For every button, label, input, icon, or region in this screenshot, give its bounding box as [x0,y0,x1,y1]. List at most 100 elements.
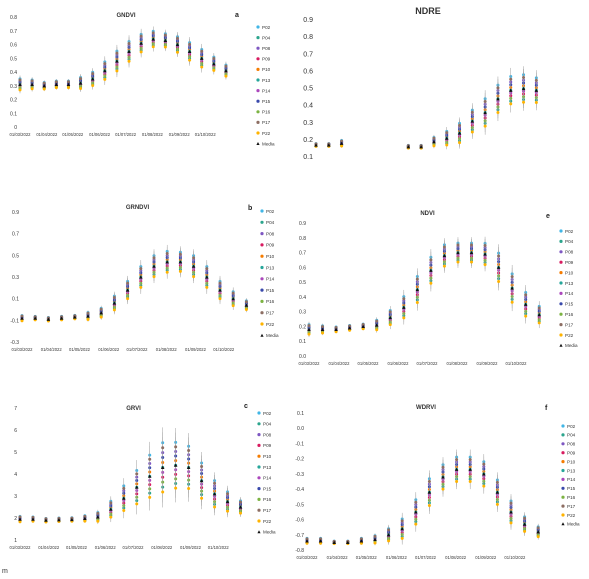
data-point-p17 [122,486,126,490]
data-point-media [468,467,472,471]
data-point-media [112,301,117,305]
y-tick-label: 0.2 [299,324,306,330]
data-point-media [115,59,119,63]
y-tick-label: -0.7 [295,533,304,539]
y-tick-label: -0.6 [295,518,304,524]
legend-marker [256,120,260,124]
y-tick-label: 0.1 [10,111,17,117]
y-tick-label: 0.7 [10,29,17,35]
legend-marker [561,522,565,526]
y-tick-label: 0.1 [297,411,304,417]
data-point-media [173,463,178,467]
y-tick-label: -0.5 [295,502,304,508]
data-point-p22 [375,328,379,332]
legend-label: P17 [263,508,272,513]
data-point-media [178,260,183,264]
x-tick-label: 01/05/2022 [356,555,378,560]
x-tick-label: 01/10/2022 [195,132,217,137]
legend-label: P14 [262,88,271,93]
data-point-media [456,250,460,255]
data-point-media [238,505,243,509]
data-point-p22 [112,308,116,312]
data-point-media [152,264,156,268]
data-point-p22 [470,130,474,134]
legend-marker [559,239,563,243]
data-point-p22 [86,317,90,321]
legend-marker [260,243,264,247]
y-tick-label: 0.7 [299,251,306,257]
data-point-media [90,77,95,81]
legend-label: P16 [266,299,275,304]
data-point-media [469,250,474,255]
data-point-p17 [83,514,87,518]
x-tick-label: 01/09/2022 [169,132,191,137]
legend-marker [561,486,565,490]
data-point-p22 [54,86,58,90]
legend-marker [256,110,260,114]
legend-label: P22 [567,513,576,518]
data-point-p22 [18,520,22,524]
x-tick-label: 01/08/2022 [445,555,467,560]
x-tick-label: 01/08/2022 [447,361,469,366]
data-point-p17 [510,275,514,279]
legend-label: P13 [567,468,576,473]
data-point-p17 [127,41,131,45]
legend-marker [561,424,565,428]
x-tick-label: 01/03/2022 [299,361,321,366]
legend-label: P09 [266,243,275,248]
chart-a: GNDVI a 0 0.1 0.2 0.3 0.4 0.5 0.6 0.7 0.8 01/03/202… [10,12,275,146]
data-point-media [205,275,209,279]
data-point-p22 [213,505,217,509]
data-point-media [429,268,433,272]
data-point-p17 [161,446,165,450]
legend-marker [559,343,563,347]
legend-marker [256,25,260,29]
data-point-media [359,539,364,543]
data-point-media [33,316,37,320]
x-tick-label: 01/04/2022 [36,132,58,137]
chart-c: GRVI c 1 2 3 4 5 6 7 01/03/2022 01/04/2022 01/05/20… [10,403,276,550]
data-point-p22 [205,285,209,289]
data-point-media [199,479,204,483]
panel-letter: e [546,213,550,220]
data-point-media [125,288,130,292]
data-point-media [482,472,486,476]
data-point-p22 [115,69,119,73]
legend-marker [257,433,261,437]
y-tick-label: 0.2 [303,137,313,144]
data-point-media [30,82,34,86]
x-tick-label: 01/10/2022 [208,545,230,550]
data-point-p17 [31,515,35,519]
y-tick-label: 7 [14,406,17,412]
legend-marker [260,333,264,337]
legend-marker [256,36,260,40]
x-tick-label: 01/03/2022 [10,132,32,137]
data-point-media [18,82,22,86]
data-point-p22 [458,141,462,145]
data-point-p17 [458,123,462,127]
data-point-media [186,465,191,469]
data-point-media [127,49,131,53]
data-point-p17 [200,49,204,53]
data-point-p17 [388,310,392,314]
data-point-p17 [432,136,436,140]
data-point-p22 [334,330,338,334]
data-point-p17 [231,291,235,295]
x-tick-label: 01/09/2022 [185,347,207,352]
legend-label: P10 [262,67,271,72]
legend-marker [257,422,261,426]
data-point-p22 [174,486,178,490]
data-point-media [442,253,447,258]
data-point-p17 [483,100,487,104]
data-point-p22 [536,535,540,539]
y-tick-label: -0.2 [295,457,304,463]
data-point-p22 [212,68,216,72]
x-tick-label: 01/09/2022 [477,361,499,366]
y-tick-label: 0.8 [303,34,313,41]
data-point-p17 [212,56,216,60]
panel-letter: c [244,403,248,410]
data-point-p17 [470,243,474,247]
legend-label: P16 [263,497,272,502]
data-point-p17 [387,528,391,532]
